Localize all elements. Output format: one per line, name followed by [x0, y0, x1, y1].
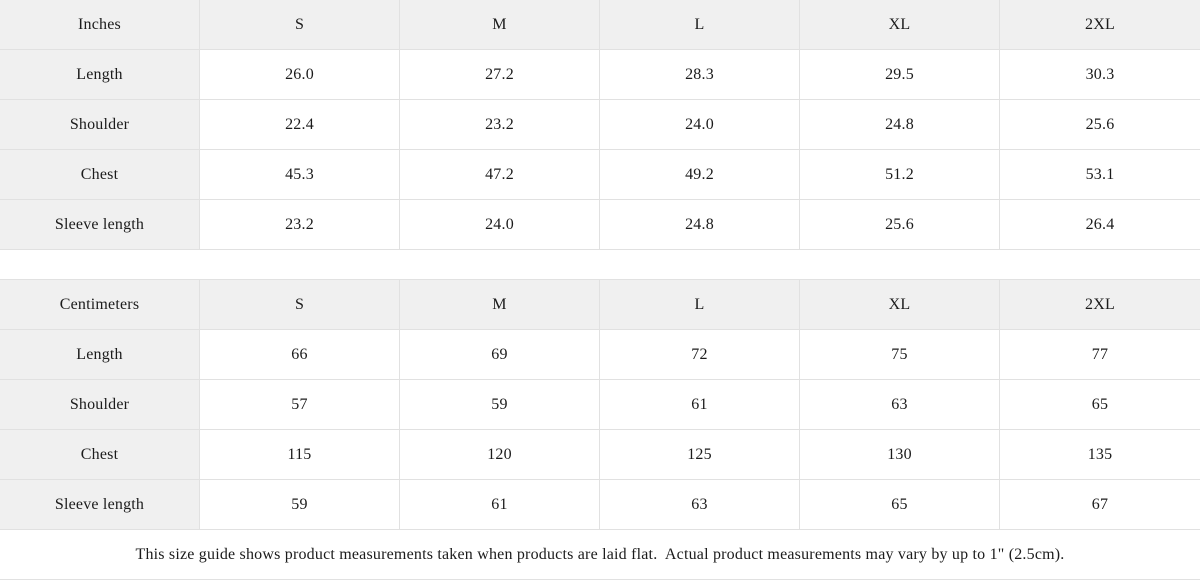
measurement-value: 77 [1000, 330, 1200, 380]
measurement-value: 59 [200, 480, 400, 530]
measurement-value: 125 [600, 430, 800, 480]
measurement-value: 65 [1000, 380, 1200, 430]
measurement-value: 57 [200, 380, 400, 430]
measurement-value: 24.8 [600, 200, 800, 250]
size-col-header: L [600, 0, 800, 50]
measurement-value: 65 [800, 480, 1000, 530]
row-label: Shoulder [0, 100, 200, 150]
measurement-value: 49.2 [600, 150, 800, 200]
size-col-header: M [400, 0, 600, 50]
measurement-value: 59 [400, 380, 600, 430]
measurement-value: 22.4 [200, 100, 400, 150]
unit-header-centimeters: Centimeters [0, 280, 200, 330]
measurement-value: 24.8 [800, 100, 1000, 150]
row-label: Sleeve length [0, 200, 200, 250]
size-col-header: M [400, 280, 600, 330]
measurement-value: 120 [400, 430, 600, 480]
measurement-value: 26.4 [1000, 200, 1200, 250]
measurement-value: 47.2 [400, 150, 600, 200]
measurement-value: 29.5 [800, 50, 1000, 100]
measurement-value: 75 [800, 330, 1000, 380]
measurement-value: 63 [800, 380, 1000, 430]
measurement-value: 61 [600, 380, 800, 430]
measurement-value: 45.3 [200, 150, 400, 200]
measurement-value: 135 [1000, 430, 1200, 480]
measurement-value: 30.3 [1000, 50, 1200, 100]
measurement-value: 23.2 [400, 100, 600, 150]
measurement-value: 24.0 [400, 200, 600, 250]
size-col-header: XL [800, 0, 1000, 50]
measurement-value: 66 [200, 330, 400, 380]
row-label: Length [0, 50, 200, 100]
measurement-value: 53.1 [1000, 150, 1200, 200]
measurement-value: 51.2 [800, 150, 1000, 200]
measurement-value: 24.0 [600, 100, 800, 150]
measurement-value: 25.6 [1000, 100, 1200, 150]
measurement-value: 67 [1000, 480, 1200, 530]
measurement-value: 130 [800, 430, 1000, 480]
measurement-value: 27.2 [400, 50, 600, 100]
size-col-header: 2XL [1000, 280, 1200, 330]
size-guide-footnote: This size guide shows product measuremen… [0, 530, 1200, 580]
table-gap [0, 250, 1200, 280]
measurement-value: 115 [200, 430, 400, 480]
measurement-value: 26.0 [200, 50, 400, 100]
measurement-value: 61 [400, 480, 600, 530]
row-label: Length [0, 330, 200, 380]
size-col-header: XL [800, 280, 1000, 330]
measurement-value: 72 [600, 330, 800, 380]
measurement-value: 23.2 [200, 200, 400, 250]
measurement-value: 63 [600, 480, 800, 530]
size-col-header: S [200, 280, 400, 330]
size-col-header: L [600, 280, 800, 330]
row-label: Chest [0, 430, 200, 480]
row-label: Sleeve length [0, 480, 200, 530]
size-col-header: S [200, 0, 400, 50]
measurement-value: 28.3 [600, 50, 800, 100]
row-label: Shoulder [0, 380, 200, 430]
measurement-value: 25.6 [800, 200, 1000, 250]
measurement-value: 69 [400, 330, 600, 380]
unit-header-inches: Inches [0, 0, 200, 50]
size-col-header: 2XL [1000, 0, 1200, 50]
row-label: Chest [0, 150, 200, 200]
